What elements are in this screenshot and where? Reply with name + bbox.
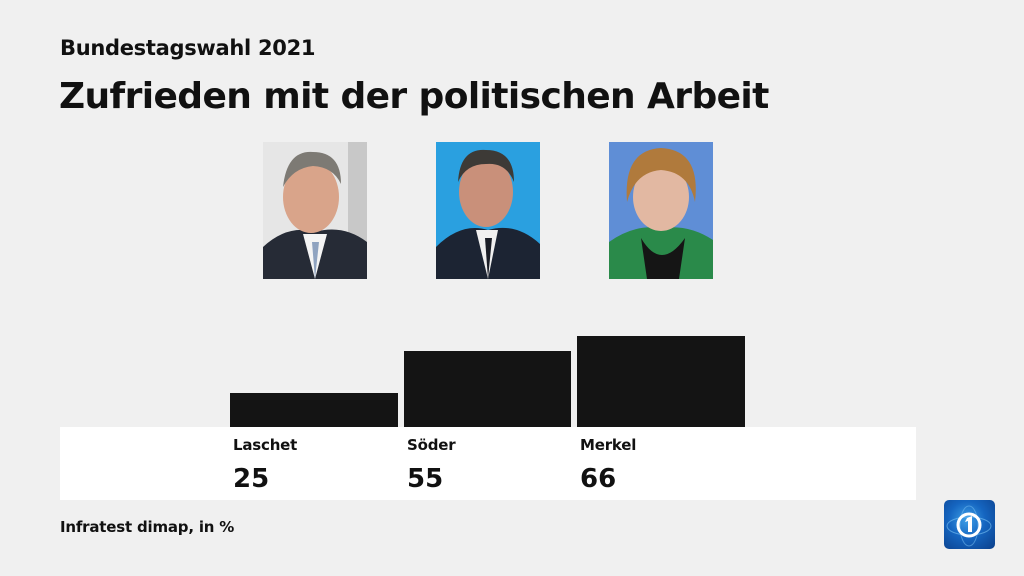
bar-laschet [230,393,398,427]
value-soeder: 55 [407,464,444,494]
bar-merkel [577,336,745,427]
chart-subtitle: Bundestagswahl 2021 [60,36,316,60]
portrait-laschet [263,142,367,279]
value-merkel: 66 [580,464,617,494]
tagesschau-logo-icon [944,500,995,549]
source-note: Infratest dimap, in % [60,518,235,536]
label-laschet: Laschet [233,436,298,454]
chart-title: Zufrieden mit der politischen Arbeit [59,76,769,117]
portrait-soeder [436,142,540,279]
bar-soeder [404,351,571,427]
label-band [60,427,916,500]
label-soeder: Söder [407,436,456,454]
value-laschet: 25 [233,464,270,494]
label-merkel: Merkel [580,436,637,454]
portrait-merkel [609,142,713,279]
